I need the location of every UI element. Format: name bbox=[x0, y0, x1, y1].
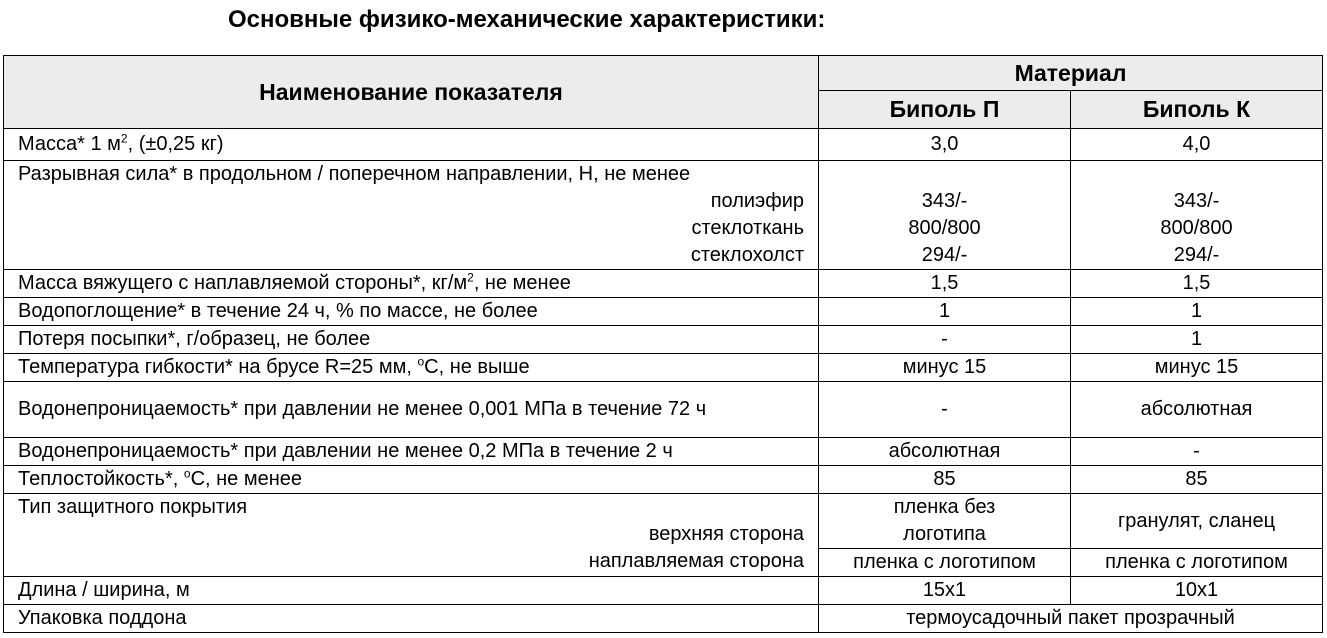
row-label: Температура гибкости* на брусе R=25 мм, … bbox=[3, 353, 819, 382]
header-column: Биполь К bbox=[1069, 90, 1324, 129]
cell: - bbox=[818, 381, 1071, 438]
label-part: С, не выше bbox=[424, 356, 530, 378]
cell: минус 15 bbox=[1069, 353, 1324, 382]
header-column: Биполь П bbox=[818, 90, 1071, 129]
label-sup: o bbox=[183, 466, 191, 481]
label-part: Масса вяжущего с наплавляемой стороны*, … bbox=[18, 272, 468, 294]
row-label: Масса вяжущего с наплавляемой стороны*, … bbox=[3, 269, 819, 298]
row-label: Потеря посыпки*, г/образец, не более bbox=[3, 325, 819, 354]
label-sup: o bbox=[417, 354, 425, 369]
cell: пленка с логотипом bbox=[1069, 548, 1324, 577]
cell: 85 bbox=[818, 465, 1071, 494]
value: 343/- bbox=[921, 190, 968, 212]
cell: термоусадочный пакет прозрачный bbox=[817, 604, 1324, 633]
sublabel: верхняя сторона bbox=[648, 523, 804, 545]
cell: 1 bbox=[1069, 297, 1324, 326]
label-part: , (±0,25 кг) bbox=[127, 133, 224, 155]
label-part: С, не менее bbox=[190, 468, 303, 490]
label-part: Масса* 1 м bbox=[18, 133, 121, 155]
row-label: Водонепроницаемость* при давлении не мен… bbox=[3, 437, 819, 466]
label: Водонепроницаемость* при давлении не мен… bbox=[18, 398, 707, 420]
spec-table: Наименование показателя Материал Биполь П… bbox=[3, 55, 1324, 633]
cell: 1 bbox=[818, 297, 1071, 326]
value: 343/- bbox=[1173, 190, 1220, 212]
row-label: Разрывная сила* в продольном / поперечно… bbox=[3, 160, 819, 270]
value: пленка без логотипа bbox=[893, 496, 996, 545]
cell: минус 15 bbox=[818, 353, 1071, 382]
cell: - bbox=[818, 325, 1071, 354]
label-part: Теплостойкость*, bbox=[18, 468, 184, 490]
sublabel: стеклохолст bbox=[690, 244, 804, 266]
cell: 10х1 bbox=[1069, 576, 1324, 605]
label-sup: 2 bbox=[467, 270, 474, 285]
row-label: Длина / ширина, м bbox=[3, 576, 819, 605]
cell: пленка без логотипа bbox=[818, 493, 1071, 549]
row-label: Теплостойкость*, oС, не менее bbox=[3, 465, 819, 494]
cell: 4,0 bbox=[1069, 128, 1324, 161]
cell: 1,5 bbox=[818, 269, 1071, 298]
row-label: Тип защитного покрытия верхняя сторона нап… bbox=[3, 493, 819, 577]
header-name: Наименование показателя bbox=[3, 55, 819, 129]
row-label: Водопоглощение* в течение 24 ч, % по мас… bbox=[3, 297, 819, 326]
value: 800/800 bbox=[908, 217, 981, 239]
cell: абсолютная bbox=[1069, 381, 1324, 438]
label: Разрывная сила* в продольном / поперечно… bbox=[18, 163, 691, 185]
cell: 1,5 bbox=[1069, 269, 1324, 298]
cell: 343/- 800/800 294/- bbox=[1069, 160, 1324, 270]
cell: 85 bbox=[1069, 465, 1324, 494]
label-part: , не менее bbox=[473, 272, 571, 294]
cell: 1 bbox=[1069, 325, 1324, 354]
cell: абсолютная bbox=[818, 437, 1071, 466]
cell: 343/- 800/800 294/- bbox=[818, 160, 1071, 270]
title: Основные физико-механические характерист… bbox=[228, 6, 826, 33]
sublabel: стеклоткань bbox=[691, 217, 804, 239]
cell: 3,0 bbox=[818, 128, 1071, 161]
header-group: Материал bbox=[817, 55, 1324, 91]
label: Тип защитного покрытия bbox=[18, 496, 248, 518]
sublabel: наплавляемая сторона bbox=[588, 550, 804, 572]
sublabel: полиэфир bbox=[710, 190, 804, 212]
cell: - bbox=[1069, 437, 1324, 466]
cell: 15х1 bbox=[818, 576, 1071, 605]
row-label: Масса* 1 м2, (±0,25 кг) bbox=[3, 128, 819, 161]
value: 800/800 bbox=[1160, 217, 1233, 239]
label-sup: 2 bbox=[120, 131, 128, 146]
row-label: Водонепроницаемость* при давлении не мен… bbox=[3, 381, 819, 438]
cell: пленка с логотипом bbox=[818, 548, 1071, 577]
value: 294/- bbox=[1173, 244, 1220, 266]
label-part: Температура гибкости* на брусе R=25 мм, bbox=[18, 356, 418, 378]
cell: гранулят, сланец bbox=[1069, 493, 1324, 549]
row-label: Упаковка поддона bbox=[3, 604, 819, 633]
value: 294/- bbox=[921, 244, 968, 266]
